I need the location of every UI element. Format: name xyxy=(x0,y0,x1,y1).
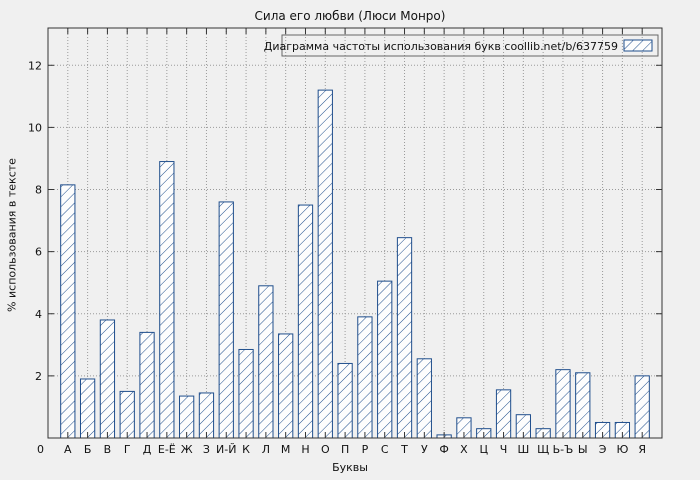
legend-label: Диаграмма частоты использования букв coo… xyxy=(264,40,618,53)
x-tick-label: Э xyxy=(599,443,607,456)
x-tick-label: Д xyxy=(143,443,152,456)
x-tick-label: Я xyxy=(638,443,646,456)
x-tick-label: К xyxy=(242,443,250,456)
bar xyxy=(238,348,254,439)
x-tick-label: А xyxy=(64,443,72,456)
x-tick-label: Х xyxy=(460,443,468,456)
bar xyxy=(278,333,294,439)
bar xyxy=(119,390,135,439)
x-tick-label: Ж xyxy=(181,443,193,456)
x-tick-label: Ф xyxy=(439,443,448,456)
y-tick-label: 12 xyxy=(28,59,42,72)
chart-title: Сила его любви (Люси Монро) xyxy=(254,9,446,23)
bar xyxy=(60,184,76,439)
bar xyxy=(139,331,155,439)
y-tick-label: 10 xyxy=(28,121,42,134)
x-tick-label: Ш xyxy=(517,443,529,456)
bar xyxy=(495,389,512,439)
x-tick-label: Б xyxy=(84,443,92,456)
x-tick-label: Ч xyxy=(500,443,508,456)
legend: Диаграмма частоты использования букв coo… xyxy=(264,34,659,57)
x-tick-label: У xyxy=(421,443,428,456)
x-tick-label: Т xyxy=(400,443,408,456)
x-tick-label: В xyxy=(104,443,112,456)
bar xyxy=(396,237,413,439)
bar xyxy=(555,369,571,439)
origin-tick-label: 0 xyxy=(37,443,44,456)
x-tick-label: О xyxy=(321,443,330,456)
x-tick-label: Ю xyxy=(616,443,628,456)
x-tick-label: И-Й xyxy=(216,443,236,456)
x-tick-label: Н xyxy=(301,443,309,456)
bar xyxy=(79,378,96,439)
bar xyxy=(416,358,432,439)
x-tick-label: Г xyxy=(124,443,131,456)
bar xyxy=(634,375,650,439)
x-tick-label: П xyxy=(341,443,349,456)
bar xyxy=(218,201,234,439)
x-tick-label: З xyxy=(203,443,210,456)
y-tick-label: 8 xyxy=(35,184,42,197)
x-tick-label: Ы xyxy=(578,443,588,456)
legend-box xyxy=(281,34,659,57)
bar xyxy=(377,280,393,439)
bar xyxy=(179,395,195,439)
x-tick-label: Ь-Ъ xyxy=(553,443,574,456)
x-tick-label: Л xyxy=(262,443,270,456)
x-axis-title: Буквы xyxy=(332,461,368,474)
tick-labels: 0 2 4 6 8 10 12 А Б В Г Д Е-Ё Ж З И-Й К Л М Н О П Р С Т У Ф Х Ц Ч Ш Щ Ь-… xyxy=(28,59,646,456)
x-tick-label: Ц xyxy=(479,443,488,456)
bars xyxy=(60,89,650,439)
bar xyxy=(159,161,175,439)
bar xyxy=(258,285,274,439)
bar xyxy=(198,392,215,439)
x-tick-label: С xyxy=(381,443,389,456)
x-tick-label: Щ xyxy=(537,443,549,456)
x-tick-label: Р xyxy=(362,443,369,456)
y-tick-label: 6 xyxy=(35,246,42,259)
y-tick-label: 4 xyxy=(35,308,42,321)
y-tick-label: 2 xyxy=(35,370,42,383)
legend-swatch xyxy=(623,39,653,52)
axis-ticks xyxy=(48,28,662,439)
bar xyxy=(99,319,116,439)
bar xyxy=(357,316,373,439)
x-tick-label: М xyxy=(281,443,291,456)
x-tick-label: Е-Ё xyxy=(158,443,176,456)
bar xyxy=(317,89,333,439)
bar xyxy=(575,372,591,439)
bar xyxy=(337,362,353,439)
bar xyxy=(297,204,314,439)
plot-border xyxy=(47,27,663,439)
